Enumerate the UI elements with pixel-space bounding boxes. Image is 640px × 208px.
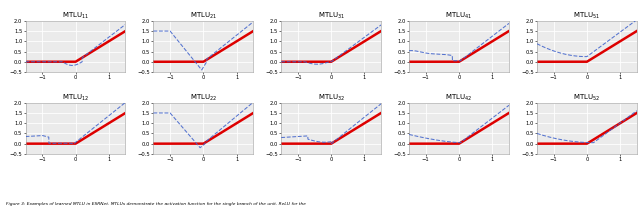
Title: MTLU$_{11}$: MTLU$_{11}$ — [62, 11, 89, 21]
Title: MTLU$_{12}$: MTLU$_{12}$ — [62, 93, 89, 103]
Title: MTLU$_{32}$: MTLU$_{32}$ — [317, 93, 345, 103]
Text: Figure 3: Examples of learned MTLU in ESRNet. MTLUs demonstrate the activation f: Figure 3: Examples of learned MTLU in ES… — [6, 202, 307, 206]
Title: MTLU$_{31}$: MTLU$_{31}$ — [317, 11, 345, 21]
Title: MTLU$_{41}$: MTLU$_{41}$ — [445, 11, 472, 21]
Title: MTLU$_{42}$: MTLU$_{42}$ — [445, 93, 472, 103]
Title: MTLU$_{52}$: MTLU$_{52}$ — [573, 93, 600, 103]
Title: MTLU$_{22}$: MTLU$_{22}$ — [190, 93, 217, 103]
Title: MTLU$_{51}$: MTLU$_{51}$ — [573, 11, 600, 21]
Title: MTLU$_{21}$: MTLU$_{21}$ — [190, 11, 217, 21]
